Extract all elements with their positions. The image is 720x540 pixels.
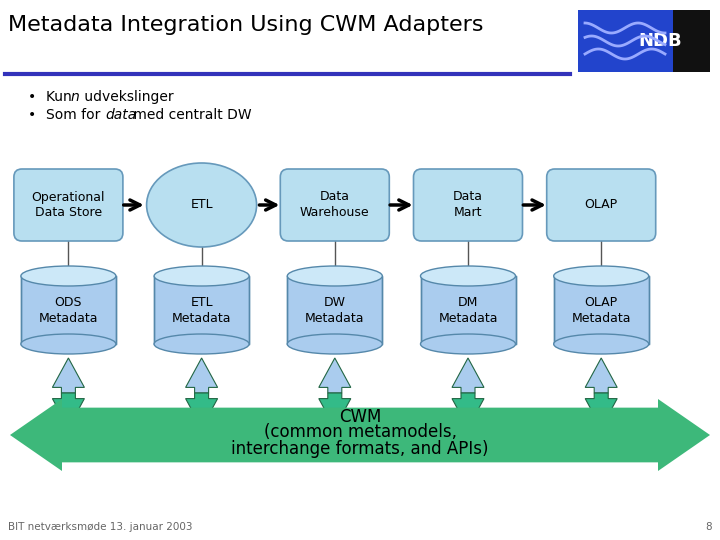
Ellipse shape xyxy=(554,334,649,354)
Text: data: data xyxy=(105,108,136,122)
Polygon shape xyxy=(53,393,84,428)
Text: med centralt DW: med centralt DW xyxy=(129,108,251,122)
Ellipse shape xyxy=(287,334,382,354)
Polygon shape xyxy=(53,358,84,393)
Bar xyxy=(420,276,516,344)
Text: DW
Metadata: DW Metadata xyxy=(305,295,364,325)
Ellipse shape xyxy=(147,163,256,247)
Text: NDB: NDB xyxy=(638,32,682,50)
Text: n: n xyxy=(71,90,80,104)
Bar xyxy=(21,276,116,344)
Polygon shape xyxy=(452,393,484,428)
Ellipse shape xyxy=(154,334,249,354)
Bar xyxy=(287,276,382,344)
Ellipse shape xyxy=(154,266,249,286)
Ellipse shape xyxy=(21,266,116,286)
Text: Data
Warehouse: Data Warehouse xyxy=(300,191,369,219)
Bar xyxy=(154,276,249,344)
FancyBboxPatch shape xyxy=(578,10,710,72)
Polygon shape xyxy=(319,358,351,393)
Text: Som for: Som for xyxy=(46,108,104,122)
Text: ETL
Metadata: ETL Metadata xyxy=(172,295,231,325)
Text: Data
Mart: Data Mart xyxy=(453,191,483,219)
Ellipse shape xyxy=(554,266,649,286)
FancyBboxPatch shape xyxy=(413,169,523,241)
Text: 8: 8 xyxy=(706,522,712,532)
Ellipse shape xyxy=(287,266,382,286)
Polygon shape xyxy=(585,393,617,428)
Text: DM
Metadata: DM Metadata xyxy=(438,295,498,325)
FancyBboxPatch shape xyxy=(578,10,673,72)
Ellipse shape xyxy=(420,334,516,354)
Text: OLAP: OLAP xyxy=(585,199,618,212)
Text: Metadata Integration Using CWM Adapters: Metadata Integration Using CWM Adapters xyxy=(8,15,484,35)
FancyBboxPatch shape xyxy=(280,169,390,241)
Text: (common metamodels,: (common metamodels, xyxy=(264,423,456,441)
Text: •: • xyxy=(28,108,36,122)
Bar xyxy=(554,276,649,344)
Ellipse shape xyxy=(420,266,516,286)
Polygon shape xyxy=(452,358,484,393)
Text: OLAP
Metadata: OLAP Metadata xyxy=(572,295,631,325)
Text: ETL: ETL xyxy=(190,199,213,212)
Text: BIT netværksmøde 13. januar 2003: BIT netværksmøde 13. januar 2003 xyxy=(8,522,192,532)
FancyBboxPatch shape xyxy=(14,169,123,241)
Text: Operational
Data Store: Operational Data Store xyxy=(32,191,105,219)
Text: CWM: CWM xyxy=(339,408,381,426)
Text: interchange formats, and APIs): interchange formats, and APIs) xyxy=(231,440,489,458)
Polygon shape xyxy=(186,358,217,393)
Polygon shape xyxy=(10,399,710,471)
Polygon shape xyxy=(319,393,351,428)
FancyBboxPatch shape xyxy=(546,169,656,241)
Text: udvekslinger: udvekslinger xyxy=(80,90,174,104)
Polygon shape xyxy=(585,358,617,393)
Ellipse shape xyxy=(21,334,116,354)
Text: ODS
Metadata: ODS Metadata xyxy=(39,295,98,325)
Text: Kun: Kun xyxy=(46,90,76,104)
Text: •: • xyxy=(28,90,36,104)
Polygon shape xyxy=(186,393,217,428)
